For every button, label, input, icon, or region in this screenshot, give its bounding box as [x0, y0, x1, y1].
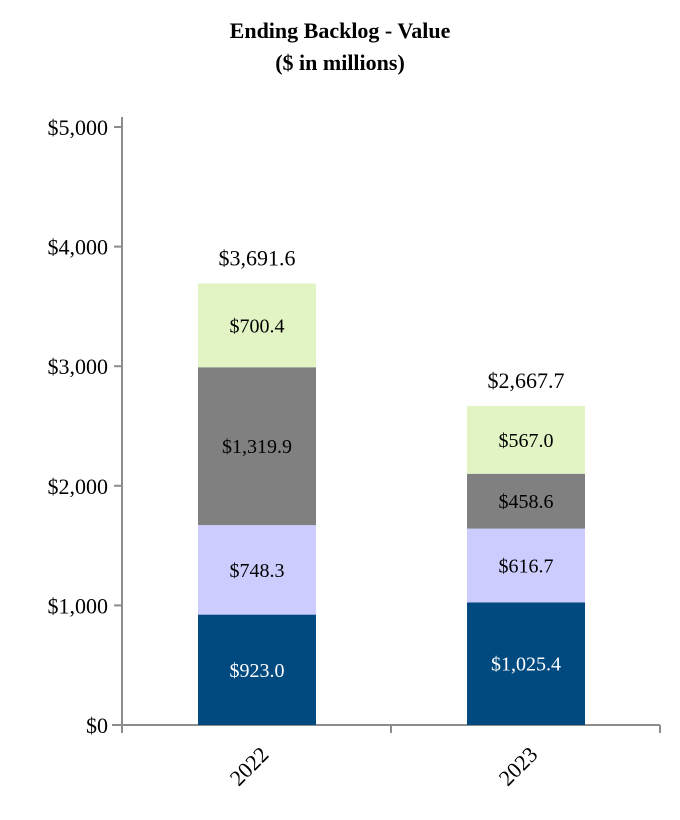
segment-value-label: $700.4 — [230, 315, 285, 337]
segment-value-label: $748.3 — [230, 560, 285, 582]
segment-value-label: $1,025.4 — [491, 654, 561, 676]
total-value-label: $3,691.6 — [219, 245, 296, 270]
bar-segment — [467, 602, 585, 725]
segment-value-label: $1,319.9 — [222, 436, 292, 458]
bar-segment — [467, 473, 585, 529]
bar-segment — [467, 405, 585, 474]
y-tick-label: $0 — [86, 713, 108, 738]
segment-value-label: $923.0 — [230, 660, 285, 682]
bar-segment — [198, 614, 316, 725]
segment-value-label: $458.6 — [499, 491, 554, 513]
total-value-label: $2,667.7 — [488, 368, 565, 393]
y-tick-label: $4,000 — [48, 235, 109, 260]
x-category-label: 2022 — [225, 742, 274, 791]
chart-subtitle: ($ in millions) — [275, 50, 405, 75]
y-tick-label: $3,000 — [48, 354, 109, 379]
y-tick-label: $5,000 — [48, 115, 109, 140]
bar-segment — [467, 528, 585, 603]
bar-segment — [198, 283, 316, 368]
segment-value-label: $567.0 — [499, 430, 554, 452]
bar-segment — [198, 525, 316, 615]
y-tick-label: $1,000 — [48, 593, 109, 618]
y-tick-label: $2,000 — [48, 474, 109, 499]
segment-value-label: $616.7 — [499, 555, 554, 577]
bar-segment — [198, 367, 316, 526]
x-category-label: 2023 — [494, 742, 543, 791]
bars: $923.0 $748.3 $1,319.9 $700.4 $3,691.6 2022 $1… — [198, 245, 585, 791]
chart-title: Ending Backlog - Value — [230, 18, 451, 43]
